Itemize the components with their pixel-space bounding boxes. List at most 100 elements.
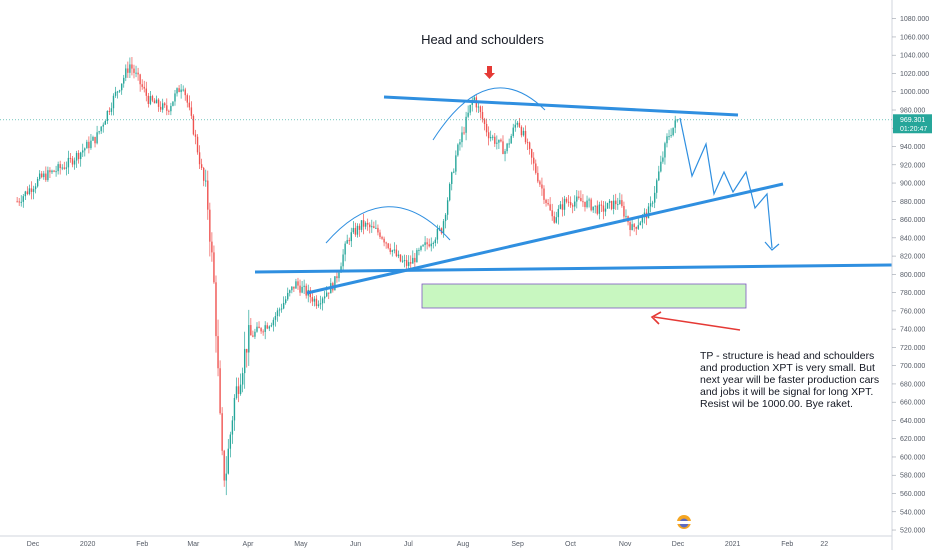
candle-body xyxy=(588,199,590,201)
candle-body xyxy=(131,64,133,69)
candle-body xyxy=(401,260,404,262)
candle-body xyxy=(45,173,47,181)
candle-body xyxy=(649,203,652,207)
candle-body xyxy=(543,188,545,200)
candle-body xyxy=(666,136,668,144)
candle-body xyxy=(555,217,557,223)
note-line-4: and jobs it will be signal for long XPT. xyxy=(700,386,874,398)
candle-body xyxy=(155,99,158,104)
candle-body xyxy=(293,286,295,289)
candle-body xyxy=(84,148,86,151)
time-axis[interactable]: Dec 2020 Feb Mar Apr May Jun Jul Aug Sep Oct Nov Dec… xyxy=(0,535,892,548)
candle-body xyxy=(174,93,176,102)
candle-body xyxy=(94,136,96,144)
price-tick-label: 1000.000 xyxy=(900,89,929,96)
price-tick-label: 880.000 xyxy=(900,199,925,206)
time-tick-label: Jul xyxy=(404,541,413,548)
time-tick-label: Sep xyxy=(511,541,524,548)
candle-body xyxy=(465,116,467,133)
candle-body xyxy=(280,308,283,310)
chart-title: Head and schoulders xyxy=(421,32,544,47)
time-tick-label: Apr xyxy=(243,541,255,548)
target-arrow-line xyxy=(653,316,741,331)
candle-body xyxy=(524,130,527,143)
candle-body xyxy=(364,222,367,227)
price-tick-label: 940.000 xyxy=(900,144,925,151)
candle-body xyxy=(508,143,510,145)
candle-body xyxy=(221,413,223,451)
price-tick-label: 860.000 xyxy=(900,217,925,224)
candle-body xyxy=(428,244,430,247)
candle-body xyxy=(38,173,41,180)
candle-body xyxy=(373,226,375,228)
candle-body xyxy=(225,473,227,481)
candle-body xyxy=(483,119,486,124)
candle-body xyxy=(200,164,203,168)
price-tick-label: 820.000 xyxy=(900,254,925,261)
candle-body xyxy=(385,242,387,244)
price-tick-label: 1060.000 xyxy=(900,34,929,41)
candle-body xyxy=(676,119,678,121)
candle-body xyxy=(545,199,547,203)
candle-body xyxy=(526,142,529,144)
candle-body xyxy=(207,180,209,210)
candle-body xyxy=(166,105,168,111)
price-tick-label: 600.000 xyxy=(900,454,925,461)
candle-body xyxy=(362,220,365,227)
candle-body xyxy=(250,325,252,336)
candle-body xyxy=(295,281,297,289)
candle-body xyxy=(430,243,432,247)
candle-body xyxy=(188,102,191,108)
candle-body xyxy=(530,149,533,158)
candle-body xyxy=(284,299,287,303)
candle-body xyxy=(629,222,631,230)
candle-body xyxy=(209,209,211,242)
candle-body xyxy=(22,196,24,202)
candle-body xyxy=(274,316,277,320)
candle-body xyxy=(498,139,500,143)
candle-body xyxy=(110,108,113,112)
candle-body xyxy=(215,282,217,337)
candle-body xyxy=(112,95,115,109)
candle-body xyxy=(639,222,642,226)
candle-body xyxy=(135,72,137,74)
candle-body xyxy=(190,107,193,116)
candles xyxy=(16,57,678,496)
candle-body xyxy=(239,384,242,394)
candle-body xyxy=(106,110,109,122)
candle-body xyxy=(481,111,484,120)
candle-body xyxy=(55,171,57,173)
candle-body xyxy=(356,225,359,235)
candle-body xyxy=(369,224,371,228)
candle-body xyxy=(342,254,344,267)
candle-body xyxy=(539,181,541,185)
candle-body xyxy=(608,200,611,203)
candle-body xyxy=(553,216,555,223)
time-tick-label: 22 xyxy=(820,541,828,548)
price-tick-label: 620.000 xyxy=(900,436,925,443)
candle-body xyxy=(514,124,516,128)
candle-body xyxy=(270,325,273,327)
tv-logo[interactable] xyxy=(677,515,691,529)
candle-body xyxy=(338,272,340,279)
price-tick-label: 1020.000 xyxy=(900,71,929,78)
candle-body xyxy=(205,180,207,182)
candle-body xyxy=(319,303,322,305)
candle-body xyxy=(147,95,150,104)
candle-body xyxy=(282,302,285,309)
candle-body xyxy=(157,99,160,107)
candle-body xyxy=(416,250,418,263)
candle-body xyxy=(41,173,43,178)
candle-body xyxy=(57,164,59,172)
candle-body xyxy=(96,132,98,144)
candle-body xyxy=(444,214,447,222)
candle-body xyxy=(533,157,535,164)
candle-body xyxy=(104,121,106,125)
candle-body xyxy=(28,188,31,194)
candle-body xyxy=(252,335,254,337)
candle-body xyxy=(377,227,379,233)
candle-body xyxy=(120,83,123,91)
